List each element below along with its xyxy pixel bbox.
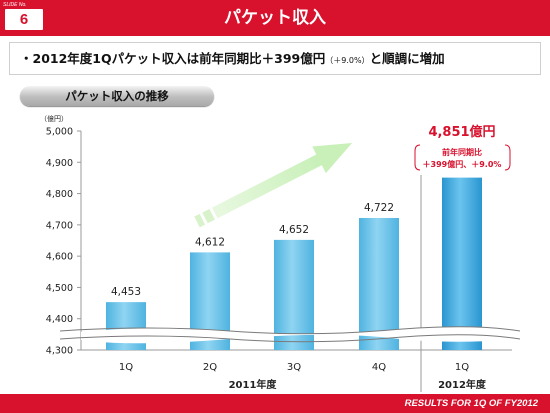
footer-bar: RESULTS FOR 1Q OF FY2012: [0, 394, 550, 413]
bar-value-label: 4,652: [279, 224, 309, 236]
slide-label: SLIDE No.: [3, 2, 27, 8]
x-tick-label: 1Q: [119, 362, 133, 373]
bar-value-label: 4,453: [111, 286, 141, 298]
annotation-line1: 前年同期比: [442, 147, 482, 157]
axis-break-band: [81, 326, 520, 344]
axis-break-line-bottom: [59, 334, 521, 343]
annotation-line2: ＋399億円、＋9.0%: [423, 159, 502, 169]
x-group-label: 2011年度: [229, 378, 278, 391]
axis-break-line-top: [59, 326, 521, 335]
x-tick-label: 2Q: [203, 362, 217, 373]
footer-text: RESULTS FOR 1Q OF FY2012: [404, 398, 538, 409]
x-tick-label: 3Q: [287, 362, 301, 373]
y-tick-label: 4,800: [46, 189, 73, 200]
bullet-mark: ・: [20, 51, 33, 66]
y-tick-label: 4,900: [46, 158, 73, 169]
x-tick-label: 4Q: [372, 362, 386, 373]
summary-bullet: ・2012年度1Qパケット収入は前年同期比＋399億円（＋9.0%）と順調に増加: [9, 42, 541, 75]
y-tick-label: 4,500: [46, 283, 73, 294]
page-title: パケット収入: [224, 8, 326, 28]
bullet-text-small: （＋9.0%）: [325, 56, 370, 65]
growth-arrow: [194, 143, 353, 228]
y-axis-unit: （億円）: [40, 114, 68, 123]
y-tick-label: 4,300: [46, 346, 73, 357]
y-tick-label: 5,000: [46, 127, 73, 138]
slide-number: 6: [5, 9, 43, 30]
bullet-text-main: 2012年度1Qパケット収入は前年同期比＋399億円: [32, 51, 326, 66]
bar: [359, 217, 399, 350]
y-tick-label: 4,400: [46, 314, 73, 325]
annotation-bracket-left: [414, 144, 421, 171]
bar: [274, 239, 314, 350]
y-tick-label: 4,600: [46, 252, 73, 263]
x-group-label: 2012年度: [438, 378, 487, 391]
bar-value-label: 4,612: [195, 236, 225, 248]
bar-value-label: 4,722: [364, 202, 394, 214]
bar-value-label: 4,851億円: [428, 124, 495, 140]
bar: [442, 177, 482, 350]
annotation-bracket-right: [504, 144, 511, 171]
y-tick-label: 4,700: [46, 220, 73, 231]
section-title: パケット収入の推移: [20, 86, 214, 106]
x-tick-label: 1Q: [455, 362, 469, 373]
bullet-text-tail: と順調に増加: [369, 51, 445, 66]
header-bar: SLIDE No. 6 パケット収入: [0, 0, 550, 36]
